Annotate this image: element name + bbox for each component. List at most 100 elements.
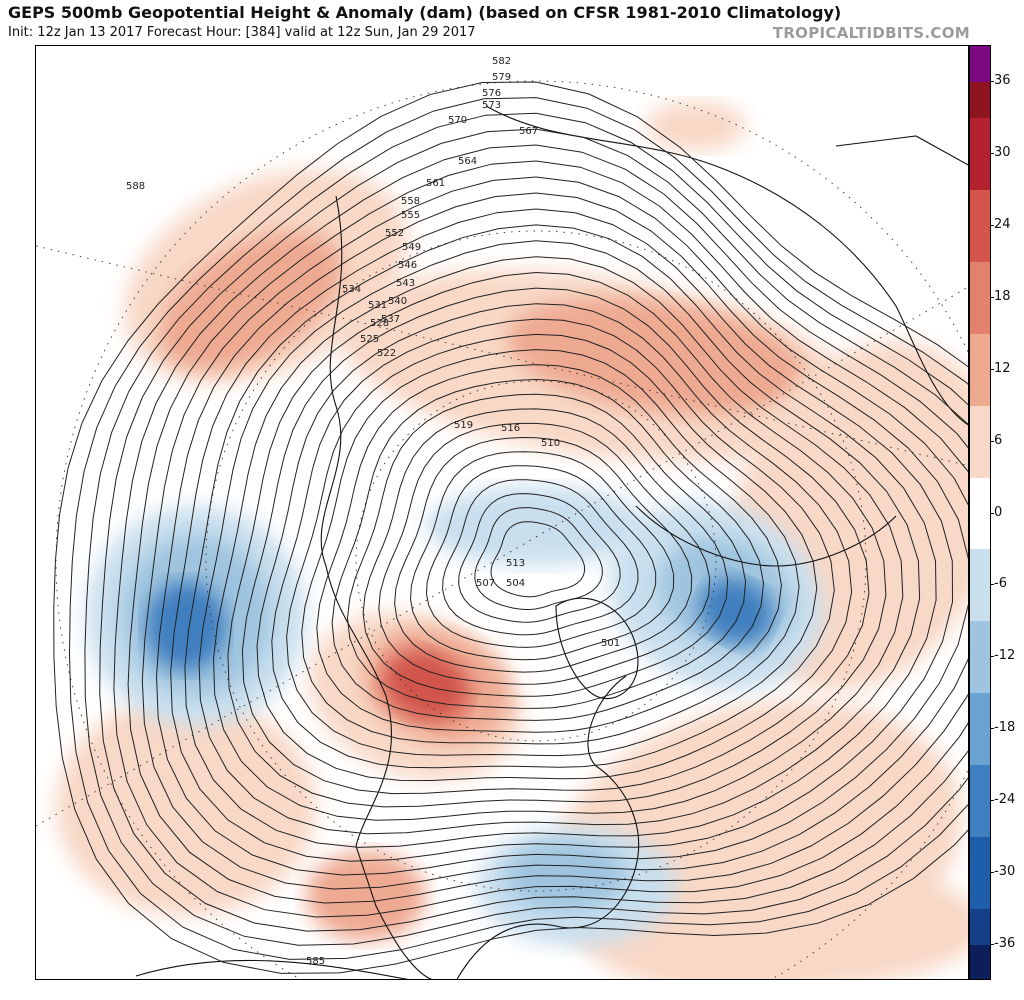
colorbar-tick-label: 36 xyxy=(994,72,1011,88)
colorbar-segment xyxy=(970,693,990,766)
colorbar-tick xyxy=(991,800,994,802)
contour-label: 504 xyxy=(506,578,525,589)
height-contour xyxy=(474,507,603,610)
colorbar-segment xyxy=(970,765,990,838)
coast-north-america-west xyxy=(320,195,433,979)
colorbar-segment xyxy=(970,117,990,191)
height-contour xyxy=(286,333,818,757)
colorbar-tick-label: -6 xyxy=(994,576,1007,592)
contour-label: 507 xyxy=(476,578,495,589)
colorbar-tick-label: 0 xyxy=(994,504,1003,520)
colorbar-tick xyxy=(991,152,994,154)
colorbar-segment xyxy=(970,945,990,979)
contour-label: 525 xyxy=(360,334,379,345)
colorbar-segment xyxy=(970,189,990,263)
contour-label: 534 xyxy=(342,284,361,295)
colorbar-segment xyxy=(970,81,990,119)
latitude-circle xyxy=(355,380,717,742)
contour-label: 522 xyxy=(377,348,396,359)
height-contour xyxy=(99,128,968,932)
colorbar-tick-label: -18 xyxy=(994,720,1016,736)
colorbar-tick xyxy=(991,368,994,370)
contour-label: 516 xyxy=(501,423,520,434)
contour-label: 567 xyxy=(519,126,538,137)
chart-title: GEPS 500mb Geopotential Height & Anomaly… xyxy=(8,3,842,22)
height-contour xyxy=(301,349,800,745)
coast-siberia xyxy=(635,505,897,567)
colorbar-tick xyxy=(991,944,994,946)
height-contours xyxy=(53,81,968,974)
anomaly-eurasia-ridge-core xyxy=(507,297,805,415)
anomaly-atlantic-south xyxy=(626,866,968,979)
contour-label: 552 xyxy=(385,228,404,239)
contour-label: 585 xyxy=(306,956,325,967)
height-contour xyxy=(490,521,586,598)
colorbar-segment xyxy=(970,261,990,335)
contour-label: 537 xyxy=(381,314,400,325)
anomaly-east-pacific xyxy=(56,696,316,916)
contour-label: 588 xyxy=(126,181,145,192)
contour-label: 546 xyxy=(398,260,417,271)
coast-central-america xyxy=(135,959,409,979)
height-contour xyxy=(84,112,968,946)
height-contour xyxy=(271,318,835,769)
colorbar-tick-label: 30 xyxy=(994,144,1011,160)
height-contour xyxy=(212,256,904,821)
contour-label: 513 xyxy=(506,558,525,569)
contour-label: 540 xyxy=(388,296,407,307)
height-contour xyxy=(227,271,887,808)
height-contour xyxy=(458,493,621,623)
colorbar-tick-label: -30 xyxy=(994,864,1016,880)
height-contour xyxy=(68,97,968,960)
colorbar-tick xyxy=(991,872,994,874)
contour-label: 573 xyxy=(482,100,501,111)
colorbar-tick xyxy=(991,728,994,730)
colorbar-tick xyxy=(991,584,994,586)
coast-north-america-east xyxy=(456,675,640,979)
contour-label: 576 xyxy=(482,88,501,99)
height-contour xyxy=(127,160,968,904)
colorbar-segment xyxy=(970,909,990,946)
anomaly-arctic-ocean xyxy=(646,101,746,151)
coast-eurasia-north xyxy=(485,105,968,426)
contour-label: 561 xyxy=(426,178,445,189)
height-contour xyxy=(362,408,729,697)
contour-label: 531 xyxy=(368,300,387,311)
colorbar-tick-label: 12 xyxy=(994,360,1011,376)
colorbar-tick xyxy=(991,80,994,82)
colorbar-segment xyxy=(970,837,990,910)
coast-europe xyxy=(835,135,968,166)
height-contour xyxy=(241,287,870,795)
colorbar-tick-label: -12 xyxy=(994,648,1016,664)
coastlines xyxy=(135,105,968,979)
height-contour xyxy=(198,240,921,835)
contour-label: 543 xyxy=(396,278,415,289)
contour-label: 501 xyxy=(601,638,620,649)
coast-greenland xyxy=(555,597,639,700)
anomaly-aleutian-low-core xyxy=(146,581,226,671)
contour-label: 555 xyxy=(401,210,420,221)
contour-label: 570 xyxy=(448,115,467,126)
map-panel: 582 579 576 573 570 567 564 561 558 555 552 549 546 5… xyxy=(35,45,969,980)
colorbar-segment xyxy=(970,405,990,479)
colorbar-tick xyxy=(991,512,994,514)
height-contour xyxy=(409,451,675,661)
anomaly-colorbar xyxy=(969,45,991,980)
anomaly-siberia-low-core xyxy=(699,577,773,645)
height-contour xyxy=(378,422,711,685)
brand-label: TROPICALTIDBITS.COM xyxy=(772,24,970,42)
colorbar-segment xyxy=(970,549,990,622)
contour-label: 582 xyxy=(492,56,511,67)
colorbar-segment xyxy=(970,621,990,694)
height-contour xyxy=(53,81,968,974)
height-contour xyxy=(425,465,657,648)
height-contour xyxy=(113,144,968,918)
height-contour xyxy=(346,393,747,709)
contour-label: 528 xyxy=(370,318,389,329)
colorbar-tick-label: -24 xyxy=(994,792,1016,808)
colorbar-tick xyxy=(991,296,994,298)
height-contour xyxy=(256,303,853,782)
colorbar-segment xyxy=(970,477,990,550)
anomaly-mexico xyxy=(306,851,426,941)
